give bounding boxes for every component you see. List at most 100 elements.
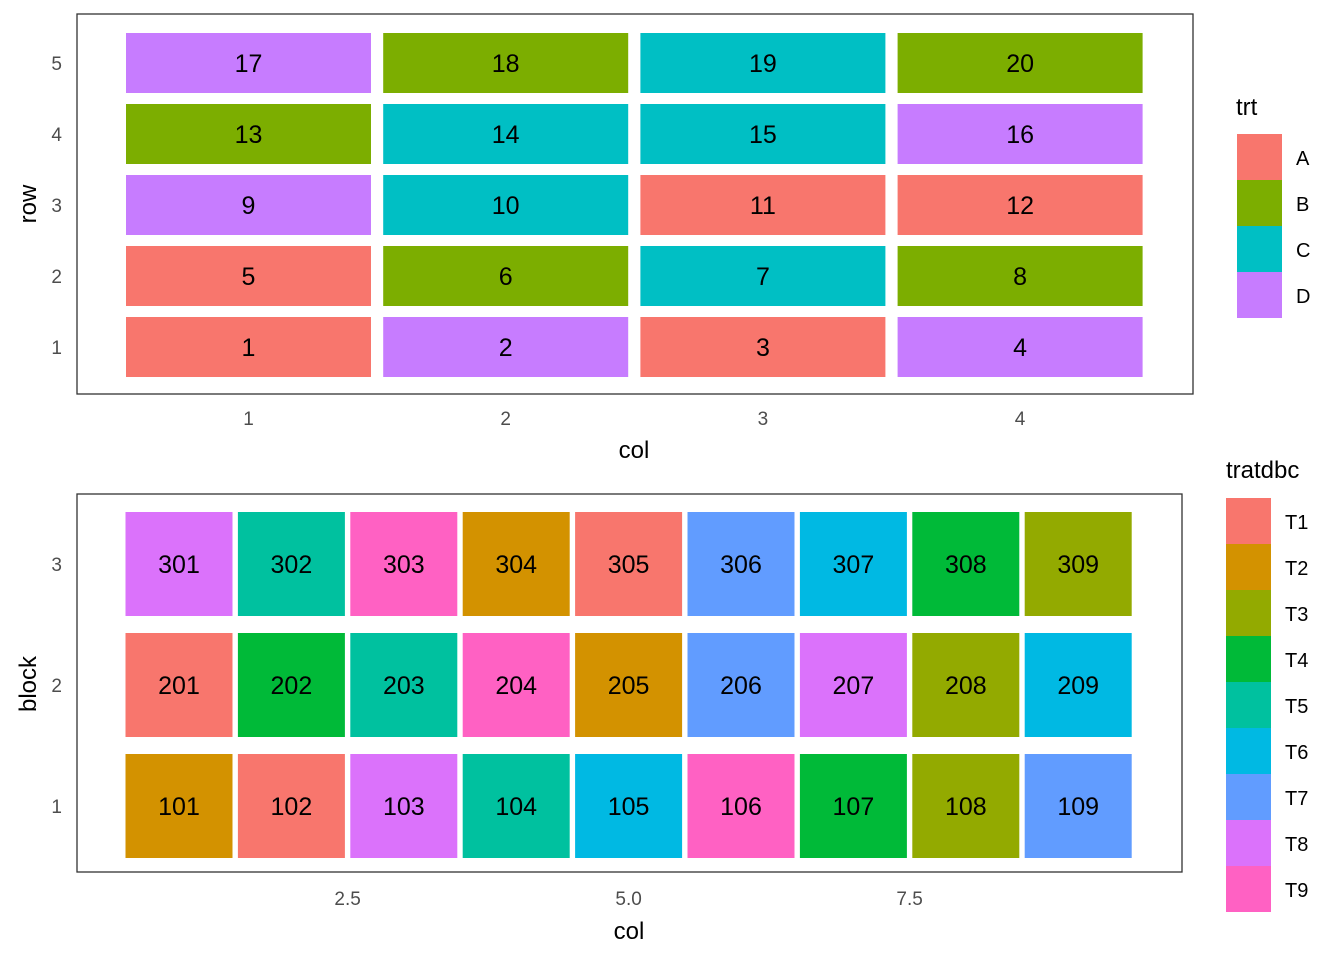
plot-cell-label: 201 (158, 672, 200, 700)
plot-cell-label: 109 (1057, 793, 1099, 821)
plot-cell (125, 512, 233, 616)
plot-cell (237, 633, 345, 737)
legend-label: T9 (1285, 880, 1308, 902)
plot-cell-label: 107 (833, 793, 875, 821)
legend-label: A (1296, 148, 1310, 170)
top-x-ticks: 1 2 3 4 (243, 409, 1026, 430)
plot-cell (799, 754, 907, 858)
plot-cell (462, 512, 570, 616)
plot-cell (350, 754, 458, 858)
legend-swatch (1226, 682, 1271, 728)
bottom-y-axis-title: block (15, 655, 42, 712)
plot-cell (799, 512, 907, 616)
plot-cell (126, 33, 371, 93)
legend-swatch (1226, 774, 1271, 820)
plot-cell-label: 305 (608, 551, 650, 579)
plot-cell (897, 317, 1143, 377)
plot-cell (640, 317, 886, 377)
plot-cell-label: 301 (158, 551, 200, 579)
bottom-cells: 101 102 103 104 105 106 107 108 109 201 202 203 204 2… (125, 512, 1132, 858)
y-tick-label: 1 (51, 338, 62, 359)
top-y-ticks: 1 2 3 4 5 (51, 54, 62, 359)
plot-cell-label: 19 (749, 50, 777, 78)
plot-cell (912, 754, 1020, 858)
plot-cell-label: 306 (720, 551, 762, 579)
plot-cell-label: 205 (608, 672, 650, 700)
plot-cell (897, 104, 1143, 164)
legend-swatch (1226, 866, 1271, 912)
legend-swatch (1226, 590, 1271, 636)
legend-label: T3 (1285, 604, 1308, 626)
legend-label: T5 (1285, 696, 1308, 718)
plot-cell (237, 512, 345, 616)
bottom-x-axis-title: col (614, 918, 645, 945)
plot-cell (687, 633, 795, 737)
plot-cell (350, 512, 458, 616)
plot-cell-label: 12 (1006, 192, 1034, 220)
bottom-legend: tratdbc T1 T2 T3 T4 T5 T6 T7 T8 T9 (1226, 457, 1308, 912)
bottom-legend-items: T1 T2 T3 T4 T5 T6 T7 T8 T9 (1226, 498, 1308, 912)
plot-cell (687, 512, 795, 616)
bottom-y-ticks: 1 2 3 (51, 555, 62, 818)
legend-swatch (1226, 820, 1271, 866)
x-tick-label: 4 (1015, 409, 1026, 430)
plot-cell-label: 16 (1006, 121, 1034, 149)
plot-cell-label: 309 (1057, 551, 1099, 579)
x-tick-label: 2 (500, 409, 511, 430)
plot-cell-label: 15 (749, 121, 777, 149)
plot-cell-label: 208 (945, 672, 987, 700)
plot-cell-label: 4 (1013, 334, 1027, 362)
plot-cell-label: 204 (495, 672, 537, 700)
legend-swatch (1237, 180, 1282, 226)
plot-cell (575, 512, 683, 616)
plot-cell-label: 209 (1057, 672, 1099, 700)
top-y-axis-title: row (15, 184, 42, 223)
plot-cell (126, 317, 371, 377)
plot-cell (126, 246, 371, 306)
plot-cell (575, 754, 683, 858)
legend-label: T1 (1285, 512, 1308, 534)
plot-cell-label: 303 (383, 551, 425, 579)
plot-cell-label: 302 (271, 551, 313, 579)
plot-cell (237, 754, 345, 858)
x-tick-label: 2.5 (334, 889, 360, 910)
plot-cell-label: 101 (158, 793, 200, 821)
plot-cell (640, 246, 886, 306)
x-tick-label: 3 (758, 409, 769, 430)
bottom-legend-title: tratdbc (1226, 457, 1299, 484)
y-tick-label: 3 (51, 196, 62, 217)
x-tick-label: 1 (243, 409, 254, 430)
plot-cell-label: 207 (833, 672, 875, 700)
plot-cell (1024, 754, 1132, 858)
x-tick-label: 7.5 (896, 889, 922, 910)
bottom-x-ticks: 2.5 5.0 7.5 (334, 889, 922, 910)
y-tick-label: 2 (51, 676, 62, 697)
legend-label: B (1296, 194, 1309, 216)
plot-cell-label: 18 (492, 50, 520, 78)
plot-cell (383, 104, 629, 164)
plot-cell (125, 633, 233, 737)
y-tick-label: 4 (51, 125, 62, 146)
plot-cell (575, 633, 683, 737)
plot-cell (462, 633, 570, 737)
plot-cell (687, 754, 795, 858)
plot-cell (125, 754, 233, 858)
plot-cell-label: 2 (499, 334, 513, 362)
plot-cell-label: 3 (756, 334, 770, 362)
plot-cell-label: 103 (383, 793, 425, 821)
plot-cell-label: 105 (608, 793, 650, 821)
legend-swatch (1226, 636, 1271, 682)
top-legend-title: trt (1236, 94, 1258, 121)
y-tick-label: 1 (51, 797, 62, 818)
top-legend-items: A B C D (1237, 134, 1310, 318)
block-layout-chart: 101 102 103 104 105 106 107 108 109 201 202 203 204 2… (15, 457, 1308, 945)
plot-cell-label: 102 (271, 793, 313, 821)
legend-label: T8 (1285, 834, 1308, 856)
plot-cell-label: 13 (235, 121, 263, 149)
plot-cell (383, 175, 629, 235)
legend-swatch (1237, 226, 1282, 272)
plot-cell-label: 203 (383, 672, 425, 700)
plot-cell-label: 5 (242, 263, 256, 291)
